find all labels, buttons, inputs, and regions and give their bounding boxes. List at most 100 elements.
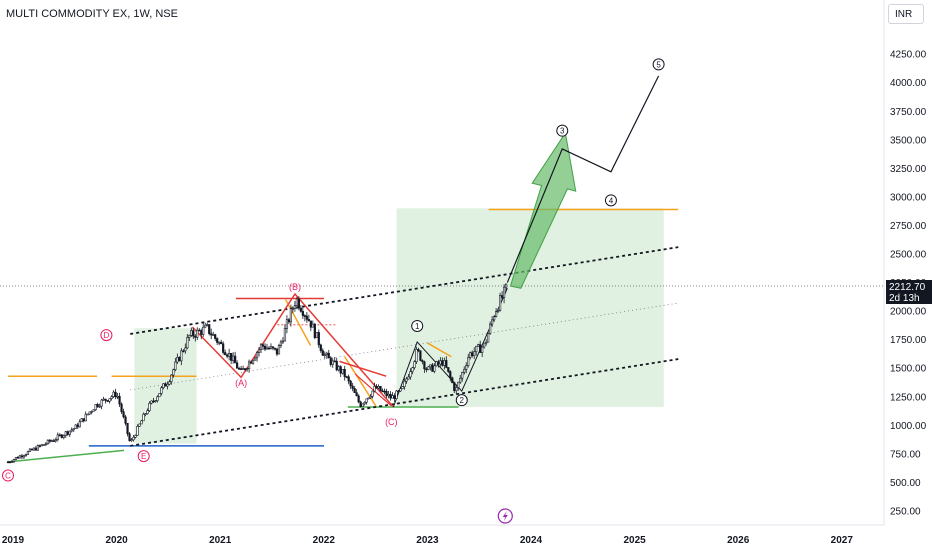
candle-body [72,428,75,431]
candle-body [431,364,434,372]
candle-body [425,368,428,371]
candle [447,367,450,374]
candle [431,362,434,372]
candle-body [206,324,209,326]
candle-body [180,350,183,362]
candle-body [321,350,324,356]
candle-body [379,386,382,392]
candle-body [455,387,458,392]
lightning-icon[interactable] [497,508,513,524]
candle [120,402,123,414]
candle [104,398,107,404]
candle [158,393,161,398]
candle [16,455,20,459]
candle-body [230,352,233,361]
candle-body [502,286,506,298]
candle-body [88,411,91,415]
candle-body [236,362,239,369]
candle [112,390,115,399]
candle [465,362,468,374]
candle [138,423,141,427]
candle [459,375,462,384]
candle-body [443,360,446,366]
candle [301,305,304,320]
candle-body [423,361,426,370]
candle-body [353,388,356,394]
candle-body [136,425,139,436]
candle [449,370,452,382]
candle-body [24,454,28,457]
candle [353,386,356,394]
candle-body [116,396,119,398]
candle-body [10,461,14,463]
price-tag-value: 2212.70 [889,282,926,293]
candle [30,448,34,451]
candle [373,382,376,393]
candle-body [128,433,131,441]
candle-body [64,431,67,436]
candle-body [401,386,404,390]
wave-label-circle [652,58,665,71]
candle-body [202,326,205,335]
candle-body [457,381,460,388]
candle [381,388,384,393]
candle [469,351,472,360]
candle-body [387,393,390,397]
candle [315,332,318,339]
candle-body [407,376,410,380]
candle-body [441,360,444,366]
channel-upper [130,246,679,335]
candle [467,353,470,368]
candle-body [493,316,496,321]
candle-body [447,367,450,372]
candle-body [327,352,330,359]
candle [168,379,171,386]
candle [70,427,73,433]
candle [504,283,508,292]
candle-body [208,324,211,334]
candle-body [275,348,279,355]
candle-body [224,352,227,356]
candle [58,433,61,437]
candle-body [339,366,342,374]
currency-selector[interactable]: INR [888,4,924,24]
candle [22,454,26,459]
candle [253,356,257,361]
candle-body [124,416,127,424]
candle-body [323,354,326,356]
candle [307,314,310,322]
candle-body [497,310,500,312]
candle [74,424,77,429]
candle-body [22,455,26,458]
candle [186,333,189,350]
price-tick-label: 3250.00 [890,164,927,175]
candle [461,371,464,382]
candle-body [188,335,191,338]
price-tick-label: 1000.00 [890,421,927,432]
candle-body [134,435,137,438]
candle [269,343,273,350]
candle [10,459,14,464]
candle [50,439,53,443]
candle-body [391,395,394,399]
candle [116,393,119,400]
candle-body [118,396,121,405]
candle [383,388,386,395]
candle-body [82,418,85,422]
candle-body [238,367,241,370]
time-tick-label: 2020 [105,535,128,546]
last-price-tag: 2212.70 2d 13h [886,280,932,304]
candle-body [245,368,249,371]
candle-body [156,396,159,401]
candle-body [315,332,318,339]
candle [142,412,145,422]
candle-body [397,390,400,393]
candle-body [74,424,77,429]
candle-body [226,354,229,357]
candle-body [220,341,223,345]
candle-body [54,439,57,442]
candle [40,444,43,447]
candle [210,328,213,340]
candle [192,327,195,339]
